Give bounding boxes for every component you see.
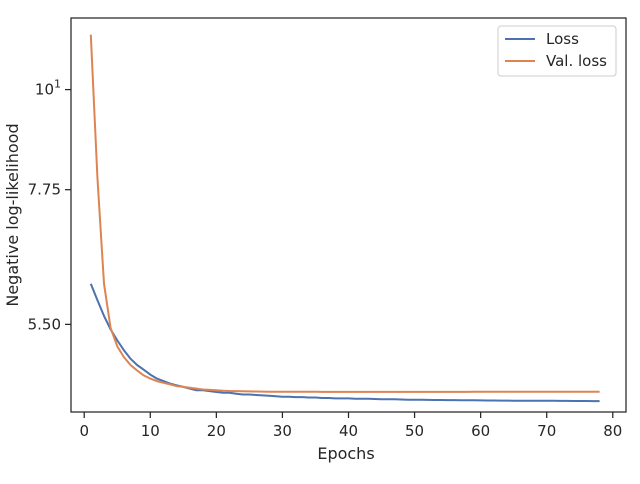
y-axis-label: Negative log-likelihood bbox=[3, 123, 22, 306]
x-tick-label: 40 bbox=[339, 422, 358, 440]
x-tick-label: 0 bbox=[79, 422, 89, 440]
x-tick-label: 70 bbox=[537, 422, 556, 440]
x-tick-label: 60 bbox=[471, 422, 490, 440]
x-tick-label: 10 bbox=[141, 422, 160, 440]
x-tick-label: 30 bbox=[273, 422, 292, 440]
y-tick-label: 7.75 bbox=[28, 181, 61, 199]
series-lines bbox=[89, 34, 600, 403]
y-tick-label: 101 bbox=[35, 78, 61, 99]
legend-label-val-loss: Val. loss bbox=[546, 52, 607, 70]
x-tick-label: 50 bbox=[405, 422, 424, 440]
y-axis: 101 7.75 5.50 bbox=[28, 78, 71, 333]
legend: Loss Val. loss bbox=[497, 25, 617, 77]
x-tick-label: 20 bbox=[207, 422, 226, 440]
x-axis: 0 10 20 30 40 50 60 70 80 bbox=[79, 412, 622, 440]
plot-area bbox=[70, 17, 627, 413]
x-tick-label: 80 bbox=[603, 422, 622, 440]
y-tick-label: 5.50 bbox=[28, 315, 61, 333]
x-axis-label: Epochs bbox=[317, 444, 374, 463]
legend-label-loss: Loss bbox=[546, 30, 579, 48]
series-line-val-loss bbox=[89, 34, 600, 393]
